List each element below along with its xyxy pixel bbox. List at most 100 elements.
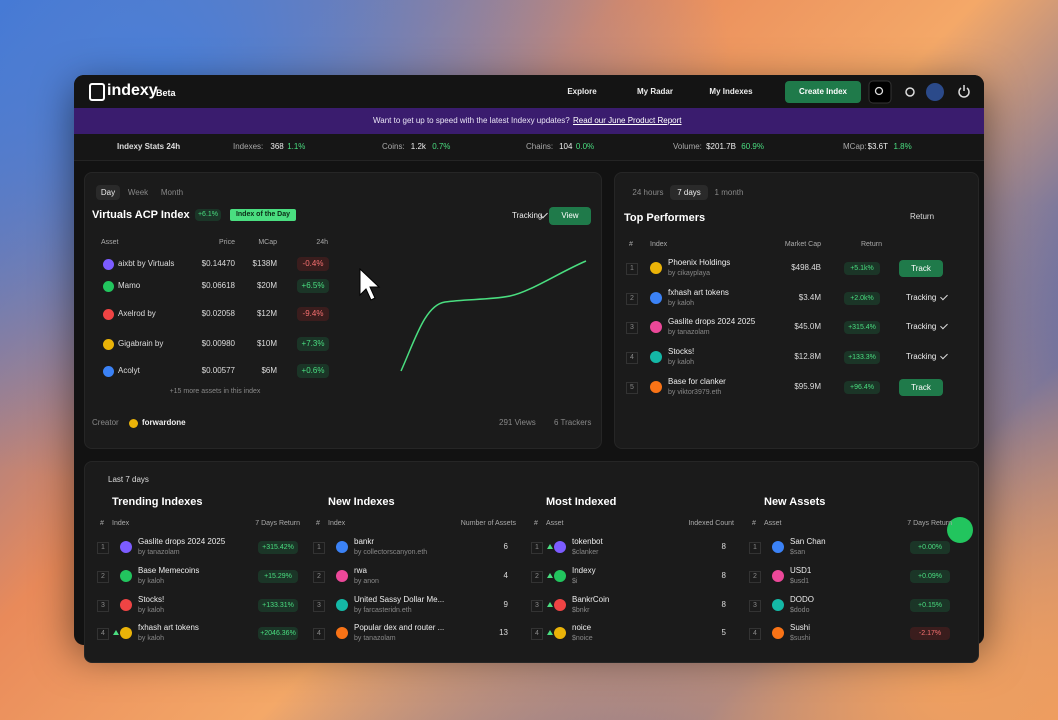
trackers: 6 Trackers bbox=[554, 418, 592, 427]
rank: 1 bbox=[97, 542, 109, 554]
item-value: 8 bbox=[721, 571, 726, 580]
period-tab[interactable]: Day bbox=[96, 184, 120, 200]
asset-price: $0.00577 bbox=[201, 366, 235, 375]
index-by: by tanazolam bbox=[668, 328, 710, 336]
period-tab[interactable]: Week bbox=[127, 187, 149, 197]
asset-name: aixbt by Virtuals bbox=[118, 259, 175, 268]
asset-price: $0.02058 bbox=[201, 309, 235, 318]
cursor bbox=[359, 267, 381, 301]
rank-up-icon bbox=[547, 630, 553, 635]
rank: 1 bbox=[749, 542, 761, 554]
item-value: +133.31% bbox=[258, 598, 298, 612]
item-name: rwa bbox=[354, 566, 367, 575]
create-button[interactable]: Create Index bbox=[785, 81, 861, 103]
asset-icon bbox=[102, 338, 114, 350]
period-tab[interactable]: 24 hours bbox=[632, 187, 664, 197]
item-avatar bbox=[120, 541, 132, 553]
track-button[interactable]: Track bbox=[899, 378, 943, 396]
item-name: BankrCoin bbox=[572, 595, 610, 604]
item-name: Gaslite drops 2024 2025 bbox=[138, 537, 226, 546]
table-header: 7 Days Return bbox=[907, 519, 952, 527]
stat-label: MCap: bbox=[843, 142, 867, 151]
item-avatar bbox=[336, 541, 348, 553]
theme-icon[interactable] bbox=[905, 87, 915, 97]
stat-value: 104 bbox=[559, 142, 573, 151]
view-button[interactable]: View bbox=[549, 207, 591, 225]
item-name: Sushi bbox=[790, 623, 811, 632]
nav-link[interactable]: My Radar bbox=[636, 87, 673, 96]
tracking-button[interactable]: Tracking bbox=[906, 293, 937, 302]
market-cap: $45.0M bbox=[794, 322, 821, 331]
item-sub: by tanazolam bbox=[354, 634, 396, 642]
item-sub: by kaloh bbox=[138, 577, 165, 585]
stat-change: 0.7% bbox=[432, 142, 451, 151]
power-icon[interactable] bbox=[958, 85, 970, 98]
asset-price: $0.00980 bbox=[201, 339, 235, 348]
banner-bg bbox=[74, 108, 984, 134]
table-header: # bbox=[752, 519, 756, 527]
index-by: by viktor3979.eth bbox=[668, 388, 722, 396]
stat-label: Volume: bbox=[673, 142, 702, 151]
table-header: Asset bbox=[546, 519, 564, 527]
return: +96.4% bbox=[844, 380, 880, 394]
period-tab[interactable]: 1 month bbox=[714, 187, 744, 197]
sort-dropdown[interactable]: Return bbox=[910, 212, 935, 221]
table-header: Return bbox=[860, 240, 882, 248]
asset-change: +6.5% bbox=[297, 279, 329, 293]
period-tab[interactable]: Month bbox=[160, 187, 184, 197]
item-name: United Sassy Dollar Me... bbox=[354, 595, 445, 604]
period-tab[interactable]: 7 days bbox=[670, 184, 708, 200]
item-sub: by collectorscanyon.eth bbox=[354, 548, 428, 556]
asset-icon bbox=[102, 258, 114, 270]
track-button[interactable]: Track bbox=[899, 259, 943, 277]
return: +315.4% bbox=[844, 320, 880, 334]
tracking-button[interactable]: Tracking bbox=[906, 352, 937, 361]
return: +5.1k% bbox=[844, 261, 880, 275]
index-card bbox=[84, 172, 602, 449]
item-avatar bbox=[554, 570, 566, 582]
tracking-button[interactable]: Tracking bbox=[906, 322, 937, 331]
item-avatar bbox=[336, 570, 348, 582]
banner-text: Want to get up to speed with the latest … bbox=[373, 116, 570, 125]
item-avatar bbox=[554, 599, 566, 611]
search-button[interactable] bbox=[868, 80, 892, 104]
stat-value: 368 bbox=[270, 142, 284, 151]
item-value: +15.29% bbox=[258, 569, 298, 583]
index-name: fxhash art tokens bbox=[668, 288, 729, 297]
stat-change: 1.1% bbox=[287, 142, 306, 151]
item-value: +0.15% bbox=[910, 598, 950, 612]
rank: 2 bbox=[626, 293, 638, 305]
item-sub: by anon bbox=[354, 577, 379, 585]
table-header: # bbox=[100, 519, 104, 527]
item-sub: $clanker bbox=[572, 548, 599, 556]
beta-badge: Beta bbox=[156, 87, 176, 98]
nav-link[interactable]: Explore bbox=[567, 87, 597, 96]
banner-link[interactable]: Read our June Product Report bbox=[573, 116, 682, 125]
rank-up-icon bbox=[113, 630, 119, 635]
item-avatar bbox=[772, 541, 784, 553]
item-name: fxhash art tokens bbox=[138, 623, 199, 632]
item-avatar bbox=[772, 570, 784, 582]
item-value: 4 bbox=[503, 571, 508, 580]
stat-label: Indexes: bbox=[233, 142, 264, 151]
tracking-button[interactable]: Tracking bbox=[512, 211, 543, 220]
asset-price: $0.06618 bbox=[201, 281, 235, 290]
stat-label: Coins: bbox=[382, 142, 405, 151]
rank: 1 bbox=[531, 542, 543, 554]
table-header: Indexed Count bbox=[688, 519, 734, 527]
rank: 2 bbox=[531, 571, 543, 583]
item-value: 5 bbox=[721, 628, 726, 637]
item-value: 8 bbox=[721, 600, 726, 609]
index-avatar bbox=[650, 321, 662, 333]
index-badge: Index of the Day bbox=[230, 209, 296, 221]
chat-button[interactable] bbox=[947, 517, 973, 543]
nav-link[interactable]: My Indexes bbox=[709, 87, 753, 96]
rank: 3 bbox=[313, 600, 325, 612]
table-header: # bbox=[534, 519, 538, 527]
asset-mcap: $138M bbox=[252, 259, 277, 268]
item-name: Stocks! bbox=[138, 595, 165, 604]
avatar[interactable] bbox=[926, 83, 944, 101]
item-avatar bbox=[772, 627, 784, 639]
